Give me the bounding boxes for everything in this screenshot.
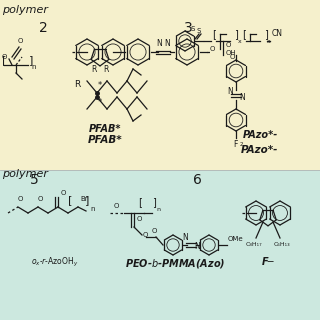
Text: N: N: [182, 233, 188, 242]
Text: O: O: [61, 190, 66, 196]
Text: ]: ]: [29, 55, 33, 65]
Text: O: O: [143, 232, 148, 238]
Text: O: O: [113, 203, 119, 209]
Text: *: *: [98, 81, 102, 90]
Text: PFAB*: PFAB*: [89, 124, 121, 134]
Text: S: S: [197, 28, 201, 34]
Text: 5: 5: [30, 173, 38, 187]
Text: PAzo*-: PAzo*-: [243, 130, 278, 140]
Text: O: O: [17, 196, 23, 202]
Text: O: O: [151, 228, 157, 234]
Text: ]: ]: [264, 29, 268, 39]
Text: OMe: OMe: [228, 236, 244, 242]
Text: R: R: [74, 80, 80, 89]
Text: ]: ]: [234, 29, 238, 39]
Text: PEO-$\mathit{b}$-PMMA(Azo): PEO-$\mathit{b}$-PMMA(Azo): [125, 258, 225, 270]
Text: N: N: [239, 92, 245, 101]
Text: [: [: [68, 195, 72, 205]
Text: F─: F─: [262, 257, 274, 267]
Text: PFAB*: PFAB*: [88, 135, 122, 145]
Text: N: N: [156, 39, 162, 48]
Text: O: O: [230, 54, 235, 60]
Text: 2: 2: [240, 142, 244, 147]
Text: n: n: [156, 207, 160, 212]
Text: n: n: [31, 64, 36, 70]
Text: F: F: [233, 140, 237, 149]
Text: 6: 6: [193, 173, 201, 187]
Text: O: O: [210, 46, 215, 52]
Text: ]: ]: [85, 195, 89, 205]
Text: CN: CN: [272, 29, 283, 38]
Text: O: O: [37, 196, 43, 202]
Text: x: x: [238, 39, 242, 44]
Text: Br: Br: [80, 196, 88, 202]
Text: C₆H₁₃: C₆H₁₃: [274, 242, 290, 247]
Text: 2: 2: [39, 21, 47, 35]
Text: ]: ]: [152, 197, 156, 207]
Text: [: [: [242, 29, 246, 39]
Text: O: O: [137, 216, 142, 222]
Bar: [0, 170, 320, 320]
Text: [: [: [2, 55, 6, 65]
Text: polymer: polymer: [2, 169, 48, 179]
Text: S: S: [191, 26, 195, 32]
Text: O: O: [226, 42, 231, 48]
Text: OH: OH: [226, 50, 236, 56]
Text: *: *: [98, 98, 102, 107]
Text: [: [: [138, 197, 142, 207]
Text: 3: 3: [184, 21, 192, 35]
Text: PAzo*-: PAzo*-: [241, 145, 278, 155]
Bar: [0, 0, 320, 170]
Text: [: [: [212, 29, 216, 39]
Text: $\mathit{o_x}$-$\mathit{r}$-AzoOH$_\mathit{y}$: $\mathit{o_x}$-$\mathit{r}$-AzoOH$_\math…: [31, 255, 79, 268]
Text: R: R: [103, 65, 109, 74]
Text: N: N: [164, 39, 170, 48]
Text: O: O: [2, 54, 7, 60]
Text: O: O: [17, 38, 23, 44]
Text: R: R: [91, 65, 97, 74]
Text: N: N: [227, 86, 233, 95]
Text: n: n: [90, 206, 94, 212]
Text: N: N: [194, 242, 200, 251]
Text: C₈H₁₇: C₈H₁₇: [246, 242, 262, 247]
Text: a: a: [267, 39, 271, 44]
Text: polymer: polymer: [2, 5, 48, 15]
